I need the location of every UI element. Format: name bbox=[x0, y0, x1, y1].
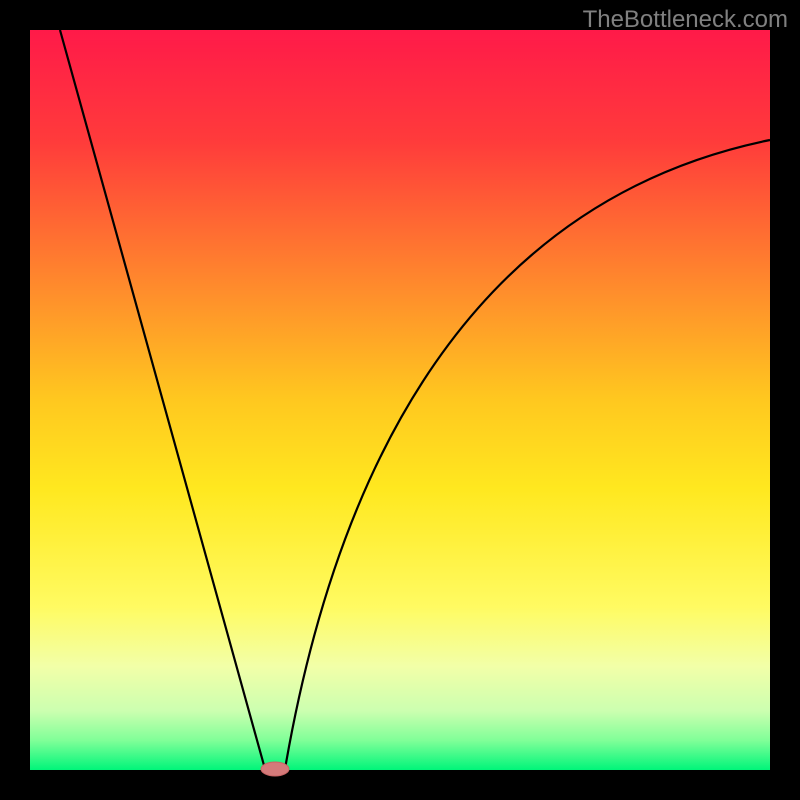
chart-svg bbox=[0, 0, 800, 800]
attribution-text: TheBottleneck.com bbox=[583, 6, 788, 34]
chart-container: TheBottleneck.com bbox=[0, 0, 800, 800]
minimum-marker bbox=[261, 762, 289, 776]
plot-background-gradient bbox=[30, 30, 770, 770]
